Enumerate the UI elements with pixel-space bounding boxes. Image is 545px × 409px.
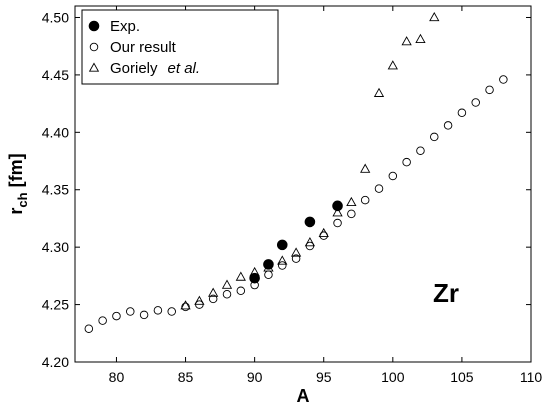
our-result-point [443, 121, 453, 130]
x-tick-label: 85 [178, 369, 194, 385]
x-tick-label: 110 [520, 369, 543, 385]
y-axis-label-unit: [fm] [6, 153, 26, 187]
our-result-point [499, 75, 508, 84]
y-tick-label: 4.30 [42, 239, 69, 255]
data-markers [84, 11, 508, 333]
exp-point [249, 272, 260, 284]
our-result-point [139, 310, 149, 320]
legend-label-goriely-etal: et al. [168, 60, 201, 77]
our-result-point [388, 171, 398, 181]
legend-marker-goriely [88, 62, 100, 72]
goriely-point [373, 87, 385, 97]
our-result-point [374, 184, 384, 193]
our-result-point [333, 218, 342, 228]
our-result-point [264, 270, 273, 279]
our-result-point [347, 209, 356, 219]
goriely-point [208, 287, 219, 297]
y-tick-label: 4.45 [42, 67, 69, 83]
goriely-point [235, 271, 246, 281]
legend-label-goriely: Goriely et al. [110, 60, 200, 77]
x-tick-label: 95 [316, 369, 332, 385]
our-result-point [360, 195, 370, 205]
our-result-point [430, 132, 439, 142]
y-tick-label: 4.25 [42, 297, 69, 313]
legend-marker-exp [88, 20, 100, 32]
goriely-point [318, 227, 329, 238]
our-result-point [167, 307, 176, 316]
our-result-point [278, 261, 287, 270]
our-result-point [471, 98, 480, 107]
x-tick-label: 105 [450, 369, 474, 385]
goriely-point [415, 33, 426, 43]
y-tick-label: 4.20 [42, 354, 69, 370]
exp-point [263, 259, 274, 270]
element-annotation-zr: Zr [433, 278, 459, 308]
our-result-point [291, 254, 301, 263]
goriely-point [304, 237, 316, 247]
our-result-point [236, 286, 246, 296]
legend-markers [88, 20, 100, 72]
x-axis-label: A [297, 386, 310, 406]
y-tick-label: 4.40 [42, 124, 69, 140]
our-result-point [402, 157, 411, 167]
legend-marker-our-result [89, 42, 99, 52]
y-axis-label-symbol: r [6, 208, 26, 215]
y-tick-label: 4.50 [42, 9, 69, 25]
exp-point [332, 200, 343, 212]
legend-label-exp: Exp. [110, 18, 140, 35]
legend-label-goriely-name: Goriely [110, 60, 158, 77]
goriely-point [401, 36, 412, 46]
goriely-point [429, 11, 440, 22]
goriely-point [290, 247, 302, 257]
goriely-point [221, 279, 233, 289]
plot-area [74, 5, 532, 363]
our-result-point [222, 289, 232, 299]
our-result-point [84, 324, 94, 333]
goriely-point [194, 295, 205, 305]
x-tick-label: 80 [109, 369, 125, 385]
legend-box [81, 9, 279, 85]
our-result-point [485, 85, 494, 95]
our-result-point [181, 302, 190, 312]
our-result-point [416, 146, 425, 155]
exp-point [304, 216, 316, 228]
our-result-point [112, 311, 121, 321]
goriely-point [277, 255, 288, 265]
our-result-point [126, 307, 135, 316]
goriely-point [332, 207, 343, 217]
y-axis-label-subscript: ch [15, 192, 30, 207]
legend: Exp. Our result Goriely et al. [81, 9, 279, 85]
exp-point [276, 239, 288, 251]
goriely-point [360, 163, 371, 173]
y-tick-label: 4.35 [42, 182, 69, 198]
our-result-point [98, 316, 107, 325]
our-result-point [208, 294, 218, 304]
tick-labels: 80 85 90 95 100 105 110 4.20 4.25 4.30 4.35 4.40 4.4… [42, 9, 543, 385]
goriely-point [346, 196, 357, 207]
goriely-point [180, 300, 191, 310]
our-result-point [457, 108, 467, 118]
our-result-point [153, 306, 163, 315]
x-tick-label: 100 [381, 369, 405, 385]
x-tick-label: 90 [247, 369, 263, 385]
goriely-point [387, 60, 398, 70]
legend-label-our-result: Our result [110, 39, 177, 56]
y-axis-label: rch [fm] [6, 153, 30, 214]
